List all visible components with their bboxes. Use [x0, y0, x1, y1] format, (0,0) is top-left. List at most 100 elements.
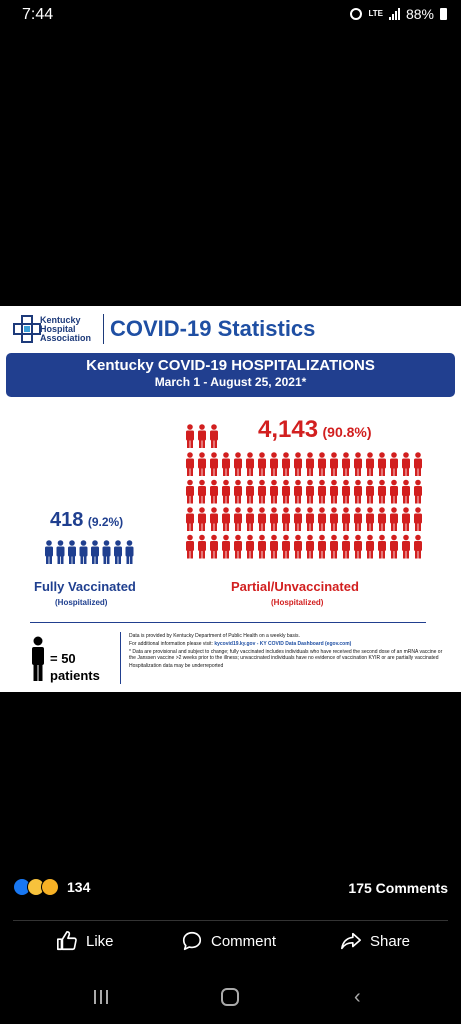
- unvaccinated-person-icon: [330, 479, 338, 504]
- comments-count[interactable]: 175 Comments: [348, 880, 448, 896]
- unvaccinated-person-icon: [198, 507, 206, 531]
- legend-unit: patients: [50, 668, 100, 683]
- unvaccinated-person-icon: [306, 479, 314, 504]
- status-bar: 7:44 LTE 88%: [0, 0, 461, 32]
- unvaccinated-person-icon: [198, 452, 206, 476]
- unvaccinated-person-icon: [390, 507, 398, 531]
- logo-divider: [103, 314, 104, 344]
- unvaccinated-person-icon: [390, 534, 398, 559]
- unvaccinated-person-icon: [294, 479, 302, 504]
- unvaccinated-person-icon: [186, 424, 194, 448]
- unvaccinated-person-icon: [402, 479, 410, 504]
- unvaccinated-person-icon: [234, 479, 242, 504]
- unvaccinated-person-icon: [198, 479, 206, 504]
- logo-text: Kentucky Hospital Association: [40, 315, 92, 343]
- banner-dates: March 1 - August 25, 2021*: [154, 375, 307, 389]
- unvaccinated-person-icon: [342, 534, 350, 559]
- unvaccinated-person-icon: [330, 534, 338, 559]
- post-image[interactable]: Kentucky Hospital Association COVID-19 S…: [0, 306, 461, 692]
- unvaccinated-person-icon: [198, 534, 206, 559]
- comment-button[interactable]: Comment: [181, 930, 276, 952]
- unvaccinated-person-icon: [342, 479, 350, 504]
- legend-person-icon: [32, 636, 44, 681]
- unvaccinated-person-icon: [246, 452, 254, 476]
- divider: [13, 920, 448, 921]
- unvaccinated-person-icon: [186, 534, 194, 559]
- comment-icon: [182, 931, 202, 951]
- source-notes: Data is provided by Kentucky Department …: [129, 633, 445, 671]
- unvaccinated-person-icon: [366, 479, 374, 504]
- unvaccinated-person-icon: [366, 534, 374, 559]
- reaction-count: 134: [67, 879, 91, 895]
- vaccinated-person-icon: [68, 540, 76, 564]
- banner-title: Kentucky COVID-19 HOSPITALIZATIONS: [86, 357, 375, 374]
- unvaccinated-person-icon: [330, 452, 338, 476]
- reactions-summary[interactable]: 134: [13, 878, 90, 896]
- unvaccinated-person-icon: [222, 452, 230, 476]
- unvaccinated-person-icon: [354, 452, 362, 476]
- unvaccinated-person-icon: [234, 507, 242, 531]
- unvaccinated-person-icon: [282, 507, 290, 531]
- share-button[interactable]: Share: [340, 930, 410, 952]
- share-label: Share: [370, 932, 411, 950]
- unvaccinated-person-icon: [390, 479, 398, 504]
- unvaccinated-person-icon: [186, 452, 194, 476]
- vaccinated-person-icon: [79, 540, 88, 564]
- share-icon: [341, 932, 361, 950]
- unvaccinated-person-icon: [414, 479, 422, 504]
- unvaccinated-person-icon: [402, 507, 410, 531]
- unvaccinated-person-icon: [258, 507, 266, 531]
- recents-button[interactable]: [94, 990, 108, 1004]
- unvaccinated-person-icon: [186, 507, 194, 531]
- unvaccinated-person-icon: [354, 507, 362, 531]
- unvaccinated-person-icon: [306, 534, 314, 559]
- unvaccinated-person-icon: [294, 534, 302, 559]
- home-button[interactable]: [221, 988, 239, 1006]
- unvaccinated-person-icon: [222, 479, 230, 504]
- page-title: COVID-19 Statistics: [110, 316, 316, 341]
- unvaccinated-person-icon: [294, 507, 302, 531]
- unvaccinated-person-icon: [318, 507, 326, 531]
- unvaccinated-person-icon: [210, 507, 218, 531]
- unvaccinated-person-icon: [222, 507, 230, 531]
- unvaccinated-person-icon: [270, 479, 278, 504]
- unvaccinated-person-icon: [282, 479, 290, 504]
- vaccinated-person-icon: [114, 540, 122, 564]
- source-link[interactable]: kycovid19.ky.gov - KY COVID Data Dashboa…: [214, 641, 352, 647]
- unvaccinated-person-icon: [294, 452, 302, 476]
- battery-icon: [440, 8, 447, 20]
- banner: Kentucky COVID-19 HOSPITALIZATIONS March…: [6, 353, 455, 397]
- vaccinated-sublabel: (Hospitalized): [55, 598, 108, 607]
- unvaccinated-person-icon: [234, 452, 242, 476]
- section-divider: [30, 622, 426, 623]
- unvaccinated-person-icon: [306, 452, 314, 476]
- unvaccinated-person-icon: [354, 534, 362, 559]
- alarm-icon: [350, 8, 363, 20]
- care-reaction-icon: [41, 878, 59, 896]
- unvaccinated-label: Partial/Unvaccinated: [231, 579, 359, 594]
- thumbs-up-icon: [57, 931, 77, 951]
- unvaccinated-person-icon: [210, 534, 218, 559]
- unvaccinated-person-icon: [306, 507, 314, 531]
- legend-value: = 50: [50, 651, 76, 666]
- unvaccinated-person-icon: [402, 452, 410, 476]
- note-source: Data is provided by Kentucky Department …: [129, 633, 300, 639]
- back-button[interactable]: ‹: [354, 986, 361, 1008]
- unvaccinated-person-icon: [342, 507, 350, 531]
- unvaccinated-person-icon: [366, 452, 374, 476]
- unvaccinated-person-icon: [234, 534, 242, 559]
- unvaccinated-person-icon: [402, 534, 410, 559]
- vaccinated-label: Fully Vaccinated: [34, 579, 136, 594]
- like-button[interactable]: Like: [56, 930, 114, 952]
- unvaccinated-person-icon: [258, 479, 266, 504]
- unvaccinated-person-icon: [186, 479, 194, 504]
- unvaccinated-person-icon: [378, 452, 386, 476]
- vaccinated-person-icon: [91, 540, 99, 564]
- unvaccinated-person-icon: [378, 507, 386, 531]
- unvaccinated-person-icon: [330, 507, 338, 531]
- post-actions: Like Comment Share: [0, 930, 461, 962]
- unvaccinated-person-icon: [210, 424, 218, 448]
- vaccinated-person-icon: [45, 540, 53, 564]
- unvaccinated-person-icon: [414, 507, 422, 531]
- unvaccinated-person-icon: [246, 479, 254, 504]
